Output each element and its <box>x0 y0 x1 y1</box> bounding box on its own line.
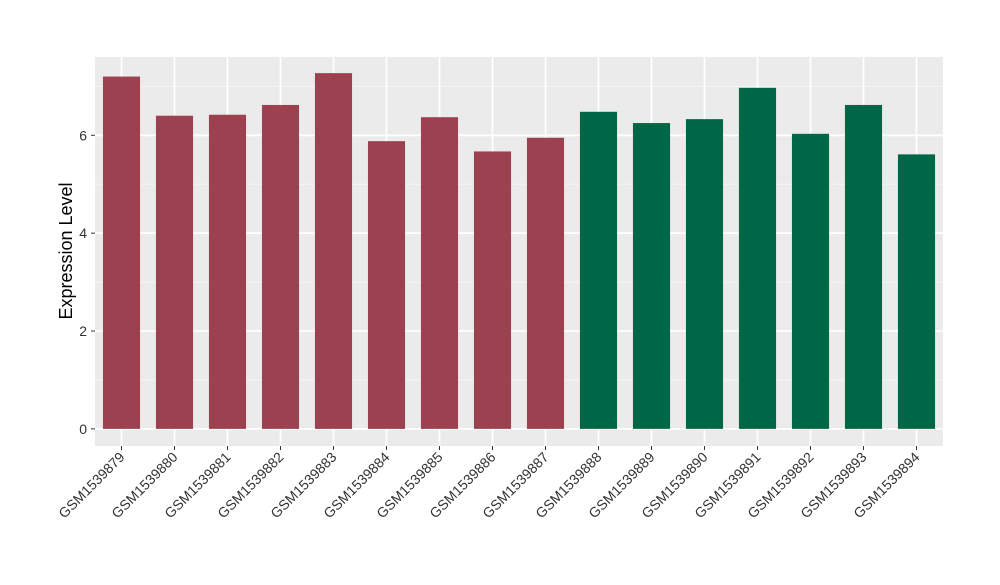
bar-GSM1539879 <box>102 76 141 429</box>
y-axis: 0 2 4 6 <box>79 127 95 437</box>
y-tick-label: 6 <box>79 127 87 143</box>
y-tick-label: 4 <box>79 225 87 241</box>
bar-GSM1539889 <box>632 123 671 429</box>
bar-GSM1539882 <box>261 104 300 429</box>
y-tick-label: 0 <box>79 421 87 437</box>
bar-GSM1539888 <box>579 111 618 429</box>
bar-GSM1539884 <box>367 141 406 429</box>
bar-GSM1539885 <box>420 117 459 429</box>
x-axis: GSM1539879GSM1539880GSM1539881GSM1539882… <box>55 446 923 521</box>
bar-GSM1539894 <box>897 154 936 429</box>
bar-GSM1539886 <box>473 151 512 429</box>
bar-GSM1539892 <box>791 133 830 429</box>
bars <box>102 73 936 429</box>
bar-GSM1539881 <box>208 114 247 429</box>
y-axis-label: Expression Level <box>56 182 76 319</box>
bar-GSM1539880 <box>155 115 194 429</box>
bar-GSM1539887 <box>526 137 565 429</box>
bar-GSM1539883 <box>314 73 353 429</box>
bar-GSM1539890 <box>685 119 724 429</box>
bar-GSM1539893 <box>844 104 883 429</box>
y-tick-label: 2 <box>79 323 87 339</box>
bar-GSM1539891 <box>738 87 777 429</box>
